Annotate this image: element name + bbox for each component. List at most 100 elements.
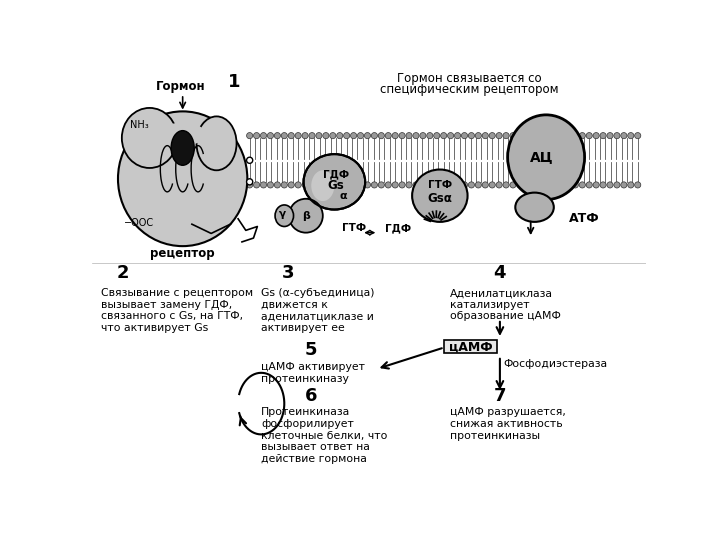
Text: Гормон: Гормон [156,80,205,93]
Text: 6: 6 [305,387,318,405]
Circle shape [330,132,336,139]
Circle shape [593,132,599,139]
Text: γ: γ [279,209,287,219]
Circle shape [246,182,253,188]
Circle shape [433,182,440,188]
Text: 5: 5 [305,341,318,359]
Circle shape [309,132,315,139]
Circle shape [621,182,627,188]
Circle shape [544,132,551,139]
Circle shape [406,132,412,139]
Circle shape [406,182,412,188]
Circle shape [510,132,516,139]
Text: ГТФ: ГТФ [428,180,452,190]
Circle shape [399,182,405,188]
Text: 2: 2 [117,264,129,282]
Circle shape [482,182,488,188]
Circle shape [634,182,641,188]
Circle shape [274,182,281,188]
Text: α: α [340,191,348,201]
Circle shape [323,182,329,188]
Circle shape [482,132,488,139]
Circle shape [302,132,308,139]
Circle shape [634,132,641,139]
Text: −OOC: −OOC [125,218,155,228]
Text: 3: 3 [282,264,294,282]
Ellipse shape [311,170,334,201]
Circle shape [288,132,294,139]
Text: Gs: Gs [328,179,344,192]
Circle shape [357,132,364,139]
Circle shape [538,182,544,188]
Text: Фосфодиэстераза: Фосфодиэстераза [504,359,608,369]
Text: Связывание с рецептором
вызывает замену ГДФ,
связанного с Gs, на ГТФ,
что активи: Связывание с рецептором вызывает замену … [101,288,253,333]
Ellipse shape [275,205,294,226]
Circle shape [489,182,495,188]
Ellipse shape [304,154,365,210]
Text: ГДФ: ГДФ [385,224,411,233]
Circle shape [330,182,336,188]
Circle shape [538,132,544,139]
Circle shape [559,182,564,188]
Ellipse shape [289,199,323,233]
Circle shape [531,132,537,139]
Circle shape [399,132,405,139]
Circle shape [441,182,447,188]
Circle shape [316,132,322,139]
Circle shape [468,132,474,139]
Circle shape [267,182,274,188]
Circle shape [462,132,467,139]
Circle shape [552,182,558,188]
Circle shape [295,132,301,139]
Circle shape [337,182,343,188]
Circle shape [496,182,503,188]
Text: рецептор: рецептор [150,247,215,260]
Circle shape [372,182,377,188]
Circle shape [565,132,572,139]
Ellipse shape [412,170,467,222]
Ellipse shape [171,131,194,165]
Text: Аденилатциклаза
катализирует
образование цАМФ: Аденилатциклаза катализирует образование… [450,288,561,321]
Text: цАМФ: цАМФ [449,340,492,353]
Ellipse shape [197,117,237,170]
Ellipse shape [122,108,177,168]
Circle shape [337,132,343,139]
Circle shape [448,182,454,188]
Text: 4: 4 [494,264,506,282]
Text: 7: 7 [494,387,506,405]
Text: β: β [302,211,310,221]
Circle shape [614,132,620,139]
Circle shape [552,132,558,139]
Ellipse shape [516,193,554,222]
Circle shape [364,132,371,139]
Circle shape [531,182,537,188]
Circle shape [503,132,509,139]
Circle shape [343,132,350,139]
Circle shape [454,182,461,188]
Text: ГДФ: ГДФ [323,169,349,179]
Circle shape [586,132,593,139]
Circle shape [323,132,329,139]
Circle shape [246,132,253,139]
Circle shape [261,182,266,188]
Circle shape [475,182,482,188]
Circle shape [468,182,474,188]
Text: АЦ: АЦ [531,150,554,164]
Circle shape [295,182,301,188]
Circle shape [253,182,260,188]
Text: цАМФ разрушается,
снижая активность
протеинкиназы: цАМФ разрушается, снижая активность прот… [450,408,566,441]
Text: АТФ: АТФ [570,212,600,225]
Circle shape [282,132,287,139]
Text: 1: 1 [228,73,240,91]
Circle shape [523,182,530,188]
Ellipse shape [118,111,248,246]
Circle shape [413,182,419,188]
Circle shape [517,132,523,139]
Circle shape [420,182,426,188]
Circle shape [433,132,440,139]
Circle shape [343,182,350,188]
Circle shape [579,132,585,139]
Circle shape [523,132,530,139]
Circle shape [378,132,384,139]
Text: ГТФ: ГТФ [341,224,366,233]
